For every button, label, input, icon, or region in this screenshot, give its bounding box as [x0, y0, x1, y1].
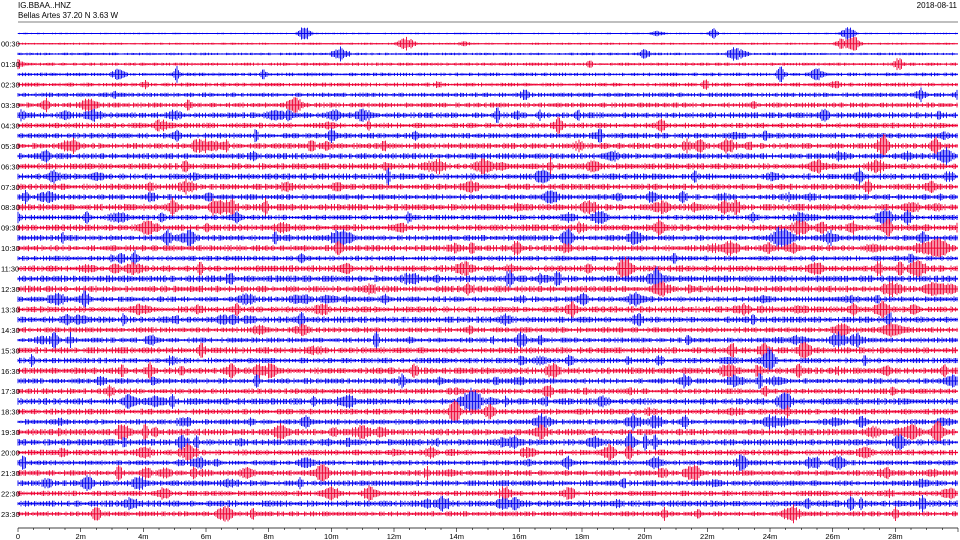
x-tick-label-10: 20m — [637, 532, 652, 540]
y-label-16: 16:30 — [1, 367, 20, 376]
station-code: IG.BBAA..HNZ — [18, 1, 71, 10]
y-label-12: 12:30 — [1, 285, 20, 294]
y-label-21: 21:30 — [1, 469, 20, 478]
y-label-8: 08:30 — [1, 203, 20, 212]
y-label-20: 20:00 — [1, 449, 20, 458]
record-date: 2018-08-11 — [916, 1, 957, 10]
x-tick-label-11: 22m — [700, 532, 715, 540]
y-label-13: 13:30 — [1, 305, 20, 314]
x-tick-label-5: 10m — [324, 532, 339, 540]
y-label-1: 01:30 — [1, 60, 20, 69]
y-label-2: 02:30 — [1, 81, 20, 90]
x-tick-label-6: 12m — [387, 532, 402, 540]
y-label-15: 15:30 — [1, 346, 20, 355]
y-label-5: 05:30 — [1, 142, 20, 151]
x-tick-label-0: 0 — [16, 532, 20, 540]
y-label-18: 18:30 — [1, 408, 20, 417]
x-tick-label-3: 6m — [201, 532, 211, 540]
x-tick-label-1: 2m — [75, 532, 85, 540]
y-label-23: 23:30 — [1, 510, 20, 519]
x-tick-label-12: 24m — [763, 532, 778, 540]
y-label-14: 14:30 — [1, 326, 20, 335]
y-label-3: 03:30 — [1, 101, 20, 110]
x-tick-label-2: 4m — [138, 532, 148, 540]
y-label-6: 06:30 — [1, 162, 20, 171]
y-label-0: 00:30 — [1, 40, 20, 49]
x-tick-label-9: 18m — [575, 532, 590, 540]
y-label-4: 04:30 — [1, 121, 20, 130]
x-axis: 0 2m 4m 6m 8m 10m 12m 14m 16m 18m 20m 22m 24m 26m 28m — [16, 21, 959, 540]
y-label-10: 10:30 — [1, 244, 20, 253]
x-tick-label-4: 8m — [263, 532, 273, 540]
x-tick-label-7: 14m — [449, 532, 464, 540]
y-label-7: 07:30 — [1, 183, 20, 192]
y-label-19: 19:30 — [1, 428, 20, 437]
y-axis-labels: 00:30 01:30 02:30 03:30 04:30 05:30 06:30 07:30… — [1, 40, 20, 519]
y-label-22: 22:30 — [1, 489, 20, 498]
x-tick-label-8: 16m — [512, 532, 527, 540]
y-label-9: 09:30 — [1, 224, 20, 233]
x-tick-label-13: 26m — [825, 532, 840, 540]
station-location: Bellas Artes 37.20 N 3.63 W — [18, 11, 119, 20]
seismogram-traces — [17, 27, 958, 524]
y-label-11: 11:30 — [1, 265, 19, 274]
x-tick-label-14: 28m — [888, 532, 903, 540]
y-label-17: 17:30 — [1, 387, 20, 396]
